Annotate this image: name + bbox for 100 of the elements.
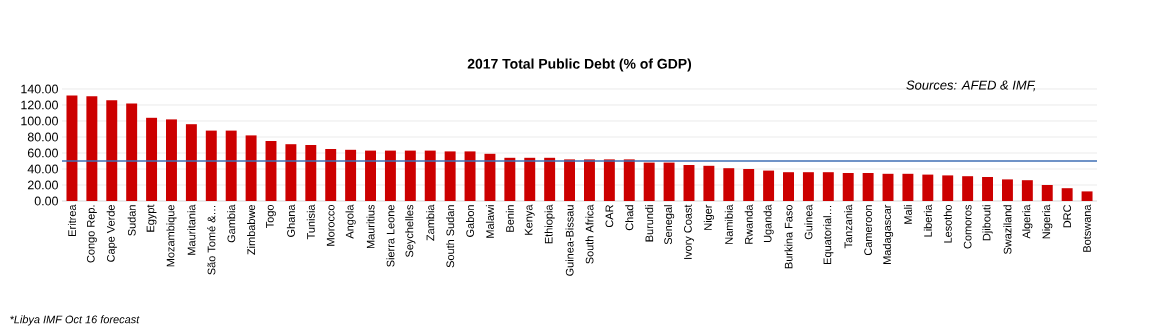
bar — [305, 145, 317, 201]
bar — [982, 177, 994, 201]
x-tick-label: Zimbabwe — [247, 205, 256, 255]
x-tick-label: Cameroon — [864, 205, 872, 256]
x-tick-label: Mauritius — [366, 204, 375, 249]
bar — [404, 150, 416, 201]
bar — [1001, 179, 1013, 201]
bar — [643, 162, 655, 201]
x-tick-label: Malawi — [485, 205, 494, 238]
x-tick-label: Guinea — [804, 204, 813, 240]
bar — [1041, 185, 1053, 201]
x-tick-label: Eritrea — [67, 204, 76, 236]
x-tick-label: Burundi — [645, 205, 654, 242]
bar — [424, 150, 436, 201]
bar — [882, 173, 894, 201]
x-tick-label: Liberia — [923, 204, 932, 237]
bar — [763, 170, 775, 201]
x-tick-label: Namibia — [724, 204, 733, 244]
x-tick-label: Nigeria — [1042, 204, 1053, 239]
bar — [822, 172, 834, 201]
x-tick-label: Senegal — [663, 205, 675, 245]
bar — [603, 159, 615, 201]
x-tick-label: Djibouti — [982, 205, 993, 241]
x-tick-label: Angola — [345, 204, 356, 239]
bar — [683, 165, 695, 201]
x-tick-label: Congo Rep. — [86, 205, 97, 263]
bar — [444, 151, 456, 201]
x-tick-label: Niger — [703, 204, 714, 230]
y-tick-label: 140.00 — [21, 84, 58, 94]
y-tick-label: 100.00 — [21, 116, 58, 126]
x-tick-label: Guinea-Bissau — [565, 205, 574, 276]
x-tick-label: Zambia — [426, 204, 435, 241]
bar — [146, 117, 158, 201]
bar — [583, 159, 595, 201]
bar — [365, 150, 376, 201]
bar — [564, 159, 576, 201]
bar — [464, 151, 476, 201]
annotation: Sources: AFED & IMF, — [906, 80, 1036, 92]
bar — [504, 157, 516, 201]
x-tick-label: Cape Verde — [106, 205, 117, 262]
y-tick-label: 80.00 — [27, 132, 58, 142]
bar — [205, 130, 217, 201]
x-tick-label: Lesotho — [943, 204, 952, 243]
x-tick-label: Uganda — [763, 204, 774, 243]
x-tick-label: Gabon — [466, 205, 475, 237]
x-tick-label: South Africa — [585, 204, 594, 264]
bar — [663, 162, 675, 201]
bar — [862, 173, 874, 201]
y-tick-label: 60.00 — [27, 148, 58, 158]
bar — [1061, 188, 1073, 201]
x-tick-label: CAR — [605, 205, 614, 228]
x-tick-label: Seychelles — [405, 204, 416, 258]
x-tick-label: São Tomé &… — [207, 206, 216, 275]
bar — [544, 157, 556, 201]
x-tick-label: Ghana — [286, 204, 295, 237]
x-tick-label: Rwanda — [744, 204, 753, 244]
bar — [902, 173, 914, 201]
x-tick-label: Algeria — [1022, 204, 1033, 239]
x-tick-label: Comoros — [963, 204, 972, 249]
bar — [962, 176, 974, 201]
bar — [942, 175, 954, 201]
x-tick-label: Ethiopia — [544, 204, 555, 244]
x-tick-label: Mali — [903, 205, 912, 224]
y-tick-label: 40.00 — [27, 164, 58, 174]
bar — [723, 168, 735, 201]
bar — [325, 149, 337, 201]
x-tick-label: South Sudan — [446, 205, 455, 268]
x-tick-label: Gambia — [227, 204, 236, 243]
bar — [802, 172, 814, 201]
bar — [842, 173, 854, 201]
x-tick-label: Botswana — [1083, 204, 1091, 252]
x-tick-label: Togo — [266, 204, 276, 229]
x-tick-label: Kenya — [524, 204, 535, 235]
x-tick-label: DRC — [1063, 204, 1072, 228]
bar — [166, 119, 177, 201]
bar — [1081, 191, 1093, 201]
x-tick-label: Sierra Leone — [386, 205, 395, 267]
bar — [86, 96, 98, 201]
y-tick-label: 20.00 — [27, 180, 58, 190]
x-tick-label: Chad — [625, 205, 634, 231]
x-tick-label: Madagascar — [882, 204, 894, 264]
x-tick-label: Mauritania — [187, 204, 196, 255]
x-tick-label: Burkina Faso — [784, 205, 793, 269]
bar — [285, 144, 297, 201]
x-tick-label: Tunisia — [306, 204, 315, 240]
x-tick-label: Sudan — [127, 205, 136, 236]
x-tick-label: Equatorial… — [823, 206, 834, 264]
bar — [783, 172, 794, 201]
x-tick-label: Tanzania — [844, 204, 853, 249]
x-tick-label: Morocco — [326, 204, 335, 246]
bar — [703, 165, 715, 201]
bar — [922, 174, 934, 201]
chart-title: 2017 Total Public Debt (% of GDP) — [467, 58, 692, 72]
bar — [126, 103, 138, 201]
bar — [245, 135, 257, 201]
bar — [743, 169, 755, 201]
x-tick-label: Ivory Coast — [684, 204, 694, 259]
x-tick-label: Egypt — [146, 204, 157, 232]
bar — [106, 100, 118, 201]
x-tick-label: Swaziland — [1003, 205, 1012, 254]
